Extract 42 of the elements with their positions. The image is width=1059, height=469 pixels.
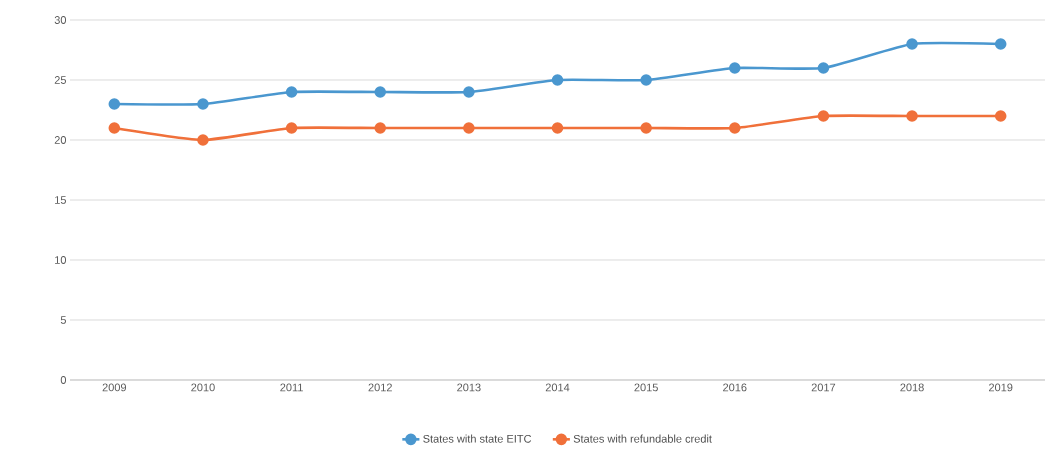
point bbox=[994, 110, 1007, 122]
point bbox=[728, 62, 741, 74]
point bbox=[551, 122, 564, 134]
x-tick-label: 2017 bbox=[811, 383, 836, 392]
point bbox=[640, 74, 652, 86]
point bbox=[728, 122, 741, 134]
point bbox=[285, 86, 298, 98]
legend-label: States with refundable credit bbox=[573, 434, 712, 443]
x-tick-label: 2018 bbox=[900, 383, 924, 392]
x-tick-label: 2014 bbox=[545, 383, 570, 392]
x-tick-label: 2009 bbox=[102, 383, 127, 392]
legend-label: States with state EITC bbox=[423, 434, 532, 443]
point bbox=[906, 110, 918, 122]
x-tick-label: 2019 bbox=[989, 383, 1013, 392]
point bbox=[994, 38, 1007, 50]
point bbox=[108, 122, 121, 134]
point bbox=[463, 86, 475, 98]
y-tick-label: 15 bbox=[55, 196, 66, 204]
point bbox=[463, 122, 475, 134]
x-tick-label: 2015 bbox=[634, 383, 658, 392]
x-tick-label: 2012 bbox=[368, 383, 392, 392]
point bbox=[374, 122, 387, 134]
y-tick-label: 5 bbox=[60, 316, 66, 324]
point bbox=[817, 110, 830, 122]
point bbox=[906, 38, 918, 50]
y-tick-label: 10 bbox=[55, 256, 67, 264]
point bbox=[374, 86, 387, 98]
x-tick-label: 2013 bbox=[457, 383, 481, 392]
point bbox=[817, 62, 830, 74]
point bbox=[551, 74, 564, 86]
y-tick-label: 0 bbox=[60, 376, 67, 384]
y-tick-label: 30 bbox=[54, 16, 67, 24]
point bbox=[285, 122, 298, 134]
point bbox=[108, 98, 121, 110]
y-tick-label: 20 bbox=[54, 136, 67, 144]
x-tick-label: 2016 bbox=[723, 383, 747, 392]
x-tick-label: 2011 bbox=[280, 383, 303, 392]
y-tick-label: 25 bbox=[54, 76, 66, 84]
point bbox=[197, 134, 209, 146]
point bbox=[640, 122, 652, 134]
x-tick-label: 2010 bbox=[191, 383, 215, 392]
point bbox=[197, 98, 209, 110]
